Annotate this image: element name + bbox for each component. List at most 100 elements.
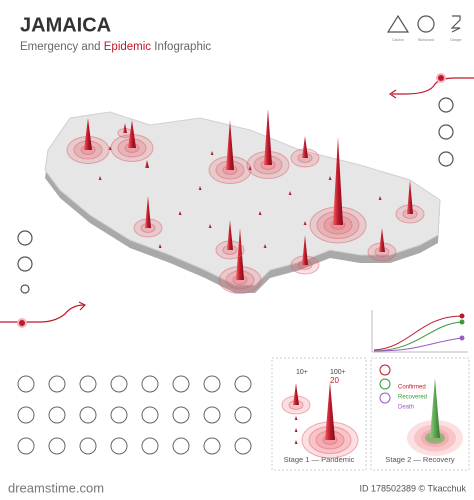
label-small: 10+ xyxy=(296,369,308,376)
arrow xyxy=(78,301,87,311)
stage2-panel xyxy=(370,357,470,471)
legend-item: Death xyxy=(398,405,414,411)
spike xyxy=(145,160,149,168)
subtitle-part: Emergency and xyxy=(20,41,104,53)
icon-label: Danger xyxy=(450,38,462,42)
spike xyxy=(227,220,233,250)
top-icons: Caution Biohazard Danger xyxy=(386,14,463,42)
icon xyxy=(110,437,128,455)
icon xyxy=(110,375,128,393)
spike xyxy=(328,176,332,180)
icon xyxy=(203,437,221,455)
spike xyxy=(294,428,298,432)
spike xyxy=(288,191,292,195)
spike xyxy=(236,228,244,280)
caution-icon xyxy=(386,14,410,33)
label-count: 20 xyxy=(330,376,339,385)
icon xyxy=(110,406,128,424)
icon xyxy=(79,406,97,424)
subtitle-part: Infographic xyxy=(151,41,211,53)
watermark-site: dreamstime.com xyxy=(8,480,104,495)
spike xyxy=(208,224,212,228)
spike xyxy=(108,146,112,150)
icon xyxy=(48,406,66,424)
icon-label: Biohazard xyxy=(418,38,434,42)
icon xyxy=(438,151,454,167)
icon xyxy=(172,406,190,424)
spike xyxy=(302,235,308,265)
icon xyxy=(79,437,97,455)
recovery-spike xyxy=(407,378,463,456)
subtitle: Emergency and Epidemic Infographic xyxy=(20,41,211,53)
spike xyxy=(407,180,413,214)
spike xyxy=(128,120,136,148)
icon xyxy=(17,437,35,455)
spike xyxy=(379,228,385,252)
icon xyxy=(17,256,33,272)
spike xyxy=(264,109,272,165)
icon-grid xyxy=(17,375,252,455)
icon xyxy=(141,437,159,455)
biohazard-icon xyxy=(417,15,435,33)
pointer-line xyxy=(392,77,474,95)
icon-label: Caution xyxy=(392,38,404,42)
icon xyxy=(48,375,66,393)
face xyxy=(379,378,391,390)
pointer-line xyxy=(0,304,85,323)
map-top xyxy=(44,111,441,286)
icon xyxy=(20,284,30,294)
map xyxy=(44,109,441,294)
spike xyxy=(430,378,440,438)
curve xyxy=(373,315,463,351)
icon xyxy=(203,406,221,424)
spike xyxy=(178,211,182,215)
face xyxy=(379,392,391,404)
icon xyxy=(234,406,252,424)
subtitle-em: Epidemic xyxy=(104,41,152,53)
legend-item: Confirmed xyxy=(398,385,426,391)
spike xyxy=(302,136,308,158)
danger-icon xyxy=(450,15,461,33)
icon xyxy=(234,375,252,393)
icon xyxy=(172,437,190,455)
curve xyxy=(373,321,463,352)
icon xyxy=(234,437,252,455)
spike xyxy=(84,118,92,150)
stage2-caption: Stage 2 — Recovery xyxy=(385,455,454,464)
spike xyxy=(294,416,298,420)
pointer-dot xyxy=(436,73,446,83)
title: JAMAICA xyxy=(20,14,111,36)
spike xyxy=(158,244,162,248)
icon xyxy=(438,97,454,113)
spike xyxy=(303,221,307,225)
label-big: 100+ xyxy=(330,369,346,376)
pointer-dot xyxy=(17,318,27,328)
icon xyxy=(438,124,454,140)
spike xyxy=(258,211,262,215)
face xyxy=(379,364,391,376)
watermark-bar xyxy=(0,476,474,500)
spike xyxy=(333,137,343,225)
stage1-caption: Stage 1 — Pandemic xyxy=(284,455,355,464)
dot xyxy=(459,335,465,341)
icon xyxy=(17,230,33,246)
spike xyxy=(145,196,151,228)
spike xyxy=(248,166,252,170)
icon xyxy=(79,375,97,393)
icon xyxy=(17,406,35,424)
legend-item: Recovered xyxy=(398,395,427,401)
icon xyxy=(141,375,159,393)
icon xyxy=(48,437,66,455)
spike xyxy=(325,382,335,440)
arrow xyxy=(388,89,397,99)
spike xyxy=(294,440,298,444)
spike xyxy=(378,196,382,200)
spike xyxy=(293,383,299,405)
icon xyxy=(203,375,221,393)
spike xyxy=(263,244,267,248)
dot xyxy=(459,319,465,325)
mini-chart xyxy=(371,310,468,353)
icon xyxy=(141,406,159,424)
spike xyxy=(210,151,214,155)
